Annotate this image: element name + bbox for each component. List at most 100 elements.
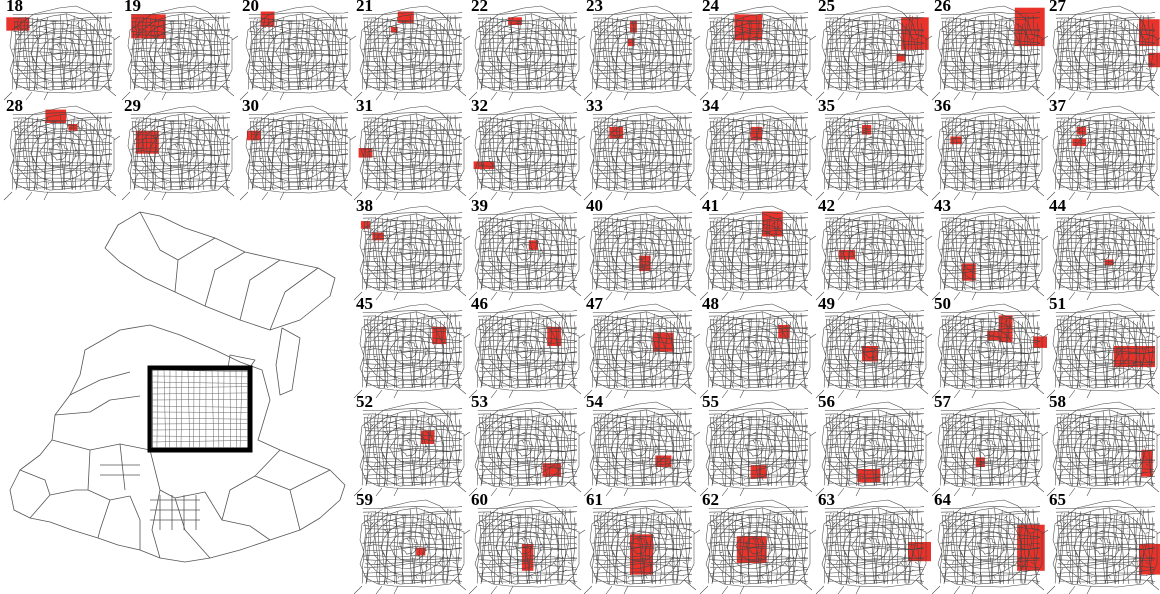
highlighted-region [1141, 449, 1153, 477]
highlighted-region [857, 469, 881, 483]
map-panel-42: 42 [815, 196, 933, 301]
street-network [699, 499, 817, 594]
inset-frame [147, 365, 253, 453]
city-map [3, 105, 121, 201]
city-map [815, 401, 933, 497]
city-map [815, 105, 933, 201]
city-map [931, 499, 1049, 594]
street-network [468, 205, 586, 301]
panel-label: 61 [586, 490, 603, 509]
mainland-outline [9, 324, 346, 563]
city-map [1046, 205, 1160, 301]
map-panel-65: 65 [1046, 491, 1160, 594]
map-panel-27: 27 [1046, 0, 1160, 101]
map-panel-60: 60 [468, 490, 586, 594]
map-panel-48: 48 [699, 295, 817, 399]
panel-label: 60 [471, 490, 488, 509]
street-network [239, 5, 357, 101]
street-network [353, 205, 471, 301]
street-network [468, 499, 586, 594]
panel-label: 31 [356, 96, 373, 115]
panel-label: 40 [586, 196, 603, 215]
city-map [1046, 499, 1160, 594]
city-map [239, 5, 357, 101]
panel-label: 32 [471, 96, 488, 115]
map-panel-49: 49 [815, 294, 933, 399]
panel-label: 25 [818, 0, 835, 15]
street-network [815, 105, 933, 201]
map-panel-50: 50 [931, 294, 1049, 399]
highlighted-region [734, 14, 763, 41]
map-panel-62: 62 [699, 491, 817, 594]
city-map [239, 105, 357, 201]
map-panel-57: 57 [931, 393, 1049, 497]
highlighted-region [416, 547, 426, 556]
panel-label: 64 [934, 490, 951, 509]
street-network [583, 5, 701, 101]
city-map [699, 401, 817, 497]
street-network [1046, 205, 1160, 301]
panel-label: 22 [471, 0, 488, 15]
map-panel-52: 52 [353, 393, 471, 497]
map-panel-29: 29 [121, 97, 239, 201]
panel-label: 50 [934, 294, 951, 313]
city-map [353, 401, 471, 497]
highlighted-region [987, 330, 1001, 341]
street-network [353, 105, 471, 201]
city-map [699, 105, 817, 201]
panel-label: 51 [1049, 294, 1066, 313]
street-network [815, 303, 933, 399]
highlighted-region [360, 221, 371, 229]
city-map [815, 303, 933, 399]
street-network [931, 499, 1049, 594]
city-map [699, 5, 817, 101]
map-panel-36: 36 [931, 97, 1049, 201]
street-network [815, 5, 933, 101]
panel-label: 42 [818, 196, 835, 215]
map-panel-19: 19 [121, 0, 239, 101]
panel-label: 38 [356, 196, 373, 215]
street-network [121, 5, 239, 101]
panel-label: 56 [818, 392, 835, 411]
panel-label: 49 [818, 294, 835, 313]
city-map [931, 205, 1049, 301]
panel-label: 63 [818, 490, 835, 509]
panel-label: 47 [586, 294, 603, 313]
map-panel-39: 39 [468, 197, 586, 301]
map-panel-56: 56 [815, 392, 933, 497]
map-panel-45: 45 [353, 295, 471, 399]
city-map [931, 5, 1049, 101]
street-network [699, 205, 817, 301]
street-network [239, 105, 357, 201]
map-panel-63: 63 [815, 490, 933, 594]
panel-label: 35 [818, 96, 835, 115]
overview-map [0, 200, 350, 594]
street-network [699, 5, 817, 101]
map-panel-59: 59 [353, 490, 471, 594]
map-panel-34: 34 [699, 96, 817, 201]
map-panel-58: 58 [1046, 392, 1160, 497]
street-network [815, 401, 933, 497]
highlighted-region [68, 124, 78, 131]
panel-label: 55 [702, 392, 719, 411]
panel-label: 34 [702, 96, 719, 115]
highlighted-region [1148, 52, 1160, 68]
map-panel-30: 30 [239, 97, 357, 201]
map-panel-21: 21 [353, 0, 471, 101]
panel-label: 59 [356, 490, 373, 509]
map-panel-46: 46 [468, 295, 586, 399]
panel-label: 58 [1049, 392, 1066, 411]
mainland-districts [19, 371, 331, 559]
small-island [275, 327, 301, 396]
highlighted-region [1104, 259, 1114, 266]
city-map [353, 499, 471, 594]
panel-label: 20 [242, 0, 259, 15]
panel-label: 24 [702, 0, 719, 15]
city-map [699, 303, 817, 399]
panel-label: 54 [586, 392, 603, 411]
street-network [699, 105, 817, 201]
city-map [931, 401, 1049, 497]
city-map [353, 105, 471, 201]
city-map [353, 5, 471, 101]
